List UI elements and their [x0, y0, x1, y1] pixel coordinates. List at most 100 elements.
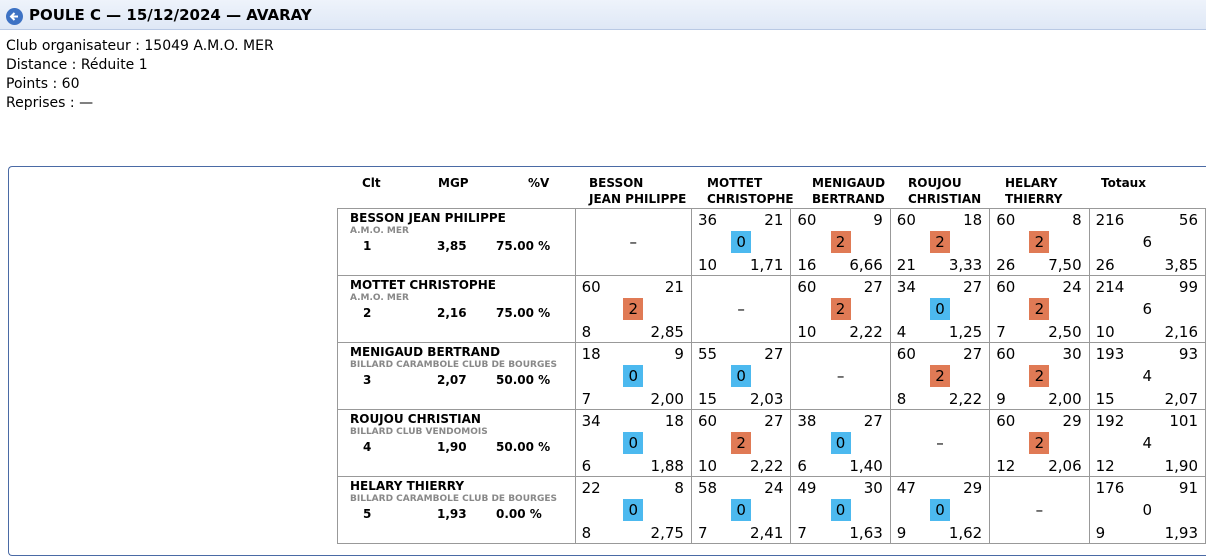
totals-cell: 192 101 4 12 1,90 — [1088, 409, 1206, 477]
match-cell[interactable]: 55 27 0 15 2,03 — [690, 342, 792, 410]
match-high-run: 7 — [797, 524, 807, 542]
back-button[interactable] — [6, 8, 23, 25]
match-cell[interactable]: 60 9 2 16 6,66 — [790, 208, 891, 276]
match-high-run: 10 — [697, 457, 718, 475]
match-points: 47 — [896, 479, 916, 497]
match-points: 34 — [896, 278, 916, 296]
match-high-run: 8 — [581, 323, 592, 341]
match-average: 2,50 — [1048, 323, 1082, 341]
match-points: 60 — [797, 211, 817, 229]
player-info: BESSON JEAN PHILIPPE A.M.O. MER 1 3,85 75.00… — [337, 208, 576, 276]
match-innings: 27 — [764, 345, 784, 363]
match-average: 1,40 — [849, 457, 883, 475]
match-innings: 27 — [863, 278, 883, 296]
dash: – — [836, 367, 845, 385]
player-mgp: 2,07 — [437, 373, 467, 387]
total-high-run: 12 — [1095, 457, 1115, 475]
match-high-run: 26 — [996, 256, 1016, 274]
match-points: 60 — [996, 278, 1016, 296]
match-points: 22 — [581, 479, 601, 497]
player-rank: 5 — [363, 507, 372, 521]
match-innings: 30 — [863, 479, 883, 497]
match-cell[interactable]: 18 9 0 7 2,00 — [574, 342, 692, 410]
totals-cell: 216 56 6 26 3,85 — [1088, 208, 1206, 276]
column-header-opponent: ROUJOU CHRISTIAN — [908, 176, 982, 206]
match-cell[interactable]: 60 27 2 10 2,22 — [790, 275, 891, 343]
match-average: 1,63 — [849, 524, 883, 542]
player-name[interactable]: HELARY THIERRY — [350, 479, 465, 493]
match-cell[interactable]: 60 24 2 7 2,50 — [989, 275, 1090, 343]
match-cell[interactable]: 60 27 2 10 2,22 — [690, 409, 792, 477]
points: Points : 60 — [6, 76, 80, 92]
column-header-opponent: BESSON JEAN PHILIPPE — [589, 176, 687, 206]
match-average: 2,06 — [1048, 457, 1082, 475]
match-high-run: 16 — [797, 256, 817, 274]
match-score-badge: 0 — [930, 499, 950, 521]
match-average: 1,62 — [948, 524, 983, 542]
match-points: 60 — [896, 211, 916, 229]
player-info: ROUJOU CHRISTIAN BILLARD CLUB VENDOMOIS 4 1… — [337, 409, 576, 477]
dash: – — [1035, 501, 1044, 519]
dash: – — [936, 434, 944, 452]
player-name[interactable]: ROUJOU CHRISTIAN — [350, 412, 481, 426]
match-cell[interactable]: 34 18 0 6 1,88 — [574, 409, 692, 477]
match-high-run: 8 — [896, 390, 907, 408]
match-cell[interactable]: 49 30 0 7 1,63 — [790, 476, 891, 544]
match-cell[interactable]: 60 21 2 8 2,85 — [574, 275, 692, 343]
match-average: 2,22 — [948, 390, 983, 408]
total-innings: 93 — [1178, 345, 1198, 363]
match-score-badge: 0 — [930, 298, 950, 320]
match-cell[interactable]: 60 18 2 21 3,33 — [889, 208, 991, 276]
player-club: BILLARD CARAMBOLE CLUB DE BOURGES — [350, 494, 557, 504]
column-header-opponent: MENIGAUD BERTRAND — [812, 176, 886, 206]
player-rank: 2 — [363, 306, 372, 320]
column-header-opponent: MOTTET CHRISTOPHE — [707, 176, 794, 206]
match-cell[interactable]: 60 27 2 8 2,22 — [889, 342, 991, 410]
match-innings: 30 — [1062, 345, 1082, 363]
match-average: 1,88 — [650, 457, 684, 475]
column-header-mgp: MGP — [438, 176, 469, 190]
match-innings: 9 — [873, 211, 883, 229]
match-cell[interactable]: 60 29 2 12 2,06 — [989, 409, 1090, 477]
player-name[interactable]: BESSON JEAN PHILIPPE — [350, 211, 506, 225]
match-score-badge: 0 — [830, 432, 851, 454]
total-match-points: 6 — [1142, 300, 1153, 318]
table-row: MENIGAUD BERTRAND BILLARD CARAMBOLE CLUB … — [337, 342, 1206, 410]
match-innings: 29 — [963, 479, 983, 497]
match-cell[interactable]: 60 8 2 26 7,50 — [989, 208, 1090, 276]
match-innings: 18 — [963, 211, 983, 229]
match-score-badge: 0 — [623, 365, 644, 387]
player-club: A.M.O. MER — [350, 293, 409, 303]
player-win-pct: 0.00 % — [496, 507, 542, 521]
match-cell[interactable]: 36 21 0 10 1,71 — [690, 208, 792, 276]
match-innings: 21 — [664, 278, 684, 296]
match-high-run: 7 — [581, 390, 592, 408]
player-name[interactable]: MENIGAUD BERTRAND — [350, 345, 501, 359]
results-table: BESSON JEAN PHILIPPE A.M.O. MER 1 3,85 75.00… — [337, 208, 1206, 544]
match-score-badge: 0 — [731, 365, 752, 387]
results-panel — [8, 166, 1206, 556]
match-cell[interactable]: 47 29 0 9 1,62 — [889, 476, 991, 544]
total-match-points: 4 — [1142, 367, 1153, 385]
dash: – — [629, 233, 638, 251]
match-cell[interactable]: 22 8 0 8 2,75 — [574, 476, 692, 544]
match-innings: 24 — [764, 479, 784, 497]
match-innings: 8 — [1072, 211, 1082, 229]
table-row: ROUJOU CHRISTIAN BILLARD CLUB VENDOMOIS 4 1… — [337, 409, 1206, 477]
match-score-badge: 2 — [830, 298, 851, 320]
player-mgp: 2,16 — [437, 306, 467, 320]
distance: Distance : Réduite 1 — [6, 57, 148, 73]
player-name[interactable]: MOTTET CHRISTOPHE — [350, 278, 496, 292]
total-points: 214 — [1095, 278, 1125, 296]
match-high-run: 9 — [996, 390, 1006, 408]
match-cell[interactable]: 34 27 0 4 1,25 — [889, 275, 991, 343]
dash: – — [737, 300, 745, 318]
match-average: 1,71 — [749, 256, 784, 274]
player-club: A.M.O. MER — [350, 226, 409, 236]
match-cell[interactable]: 38 27 0 6 1,40 — [790, 409, 891, 477]
match-cell[interactable]: 60 30 2 9 2,00 — [989, 342, 1090, 410]
match-innings: 21 — [764, 211, 784, 229]
column-header-opponent: HELARY THIERRY — [1005, 176, 1063, 206]
match-cell[interactable]: 58 24 0 7 2,41 — [690, 476, 792, 544]
match-average: 3,33 — [948, 256, 983, 274]
